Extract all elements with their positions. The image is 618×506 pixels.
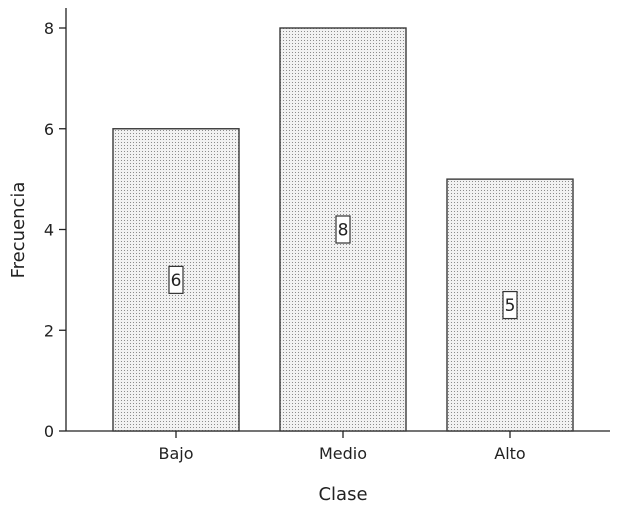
data-label-box: [168, 265, 184, 294]
x-axis-title: Clase: [318, 484, 367, 505]
plot-area: 0 2 4 6 8 Bajo 6 Medio 8 Alto 5: [44, 8, 610, 463]
data-label-bajo: 6: [171, 271, 182, 291]
data-label-box: [502, 290, 518, 320]
x-tick-label-medio: Medio: [319, 444, 367, 463]
y-tick-label: 4: [44, 221, 54, 240]
data-label-medio: 8: [338, 221, 349, 241]
x-tick-label-bajo: Bajo: [158, 444, 193, 463]
data-label-box: [335, 215, 351, 244]
x-tick-label-alto: Alto: [494, 444, 525, 463]
y-tick-label: 6: [44, 120, 54, 139]
y-tick-label: 8: [44, 19, 54, 38]
data-label-alto: 5: [505, 296, 516, 316]
y-axis-title: Frecuencia: [8, 182, 29, 279]
y-tick-label: 2: [44, 321, 54, 340]
y-tick-label: 0: [44, 422, 54, 441]
